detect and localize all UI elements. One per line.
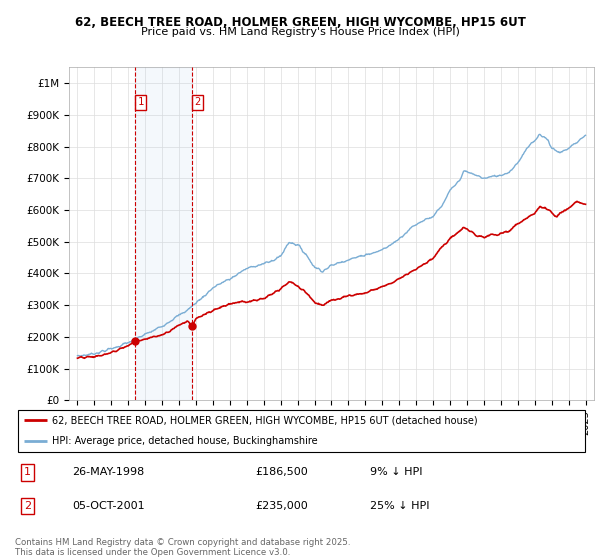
- Text: 05-OCT-2001: 05-OCT-2001: [73, 501, 145, 511]
- Text: 62, BEECH TREE ROAD, HOLMER GREEN, HIGH WYCOMBE, HP15 6UT: 62, BEECH TREE ROAD, HOLMER GREEN, HIGH …: [74, 16, 526, 29]
- Text: 1: 1: [24, 468, 31, 478]
- Text: 62, BEECH TREE ROAD, HOLMER GREEN, HIGH WYCOMBE, HP15 6UT (detached house): 62, BEECH TREE ROAD, HOLMER GREEN, HIGH …: [52, 415, 478, 425]
- Text: £186,500: £186,500: [256, 468, 308, 478]
- Text: 9% ↓ HPI: 9% ↓ HPI: [370, 468, 423, 478]
- Text: 1: 1: [137, 97, 144, 107]
- Text: Contains HM Land Registry data © Crown copyright and database right 2025.
This d: Contains HM Land Registry data © Crown c…: [15, 538, 350, 557]
- Text: 26-MAY-1998: 26-MAY-1998: [73, 468, 145, 478]
- Text: 2: 2: [24, 501, 31, 511]
- Text: 2: 2: [194, 97, 200, 107]
- FancyBboxPatch shape: [18, 409, 585, 452]
- Bar: [135, 67, 192, 400]
- Text: HPI: Average price, detached house, Buckinghamshire: HPI: Average price, detached house, Buck…: [52, 436, 318, 446]
- Text: £235,000: £235,000: [256, 501, 308, 511]
- Text: Price paid vs. HM Land Registry's House Price Index (HPI): Price paid vs. HM Land Registry's House …: [140, 27, 460, 37]
- Text: 25% ↓ HPI: 25% ↓ HPI: [370, 501, 430, 511]
